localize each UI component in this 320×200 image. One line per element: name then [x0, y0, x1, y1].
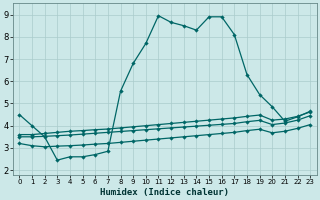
- X-axis label: Humidex (Indice chaleur): Humidex (Indice chaleur): [100, 188, 229, 197]
